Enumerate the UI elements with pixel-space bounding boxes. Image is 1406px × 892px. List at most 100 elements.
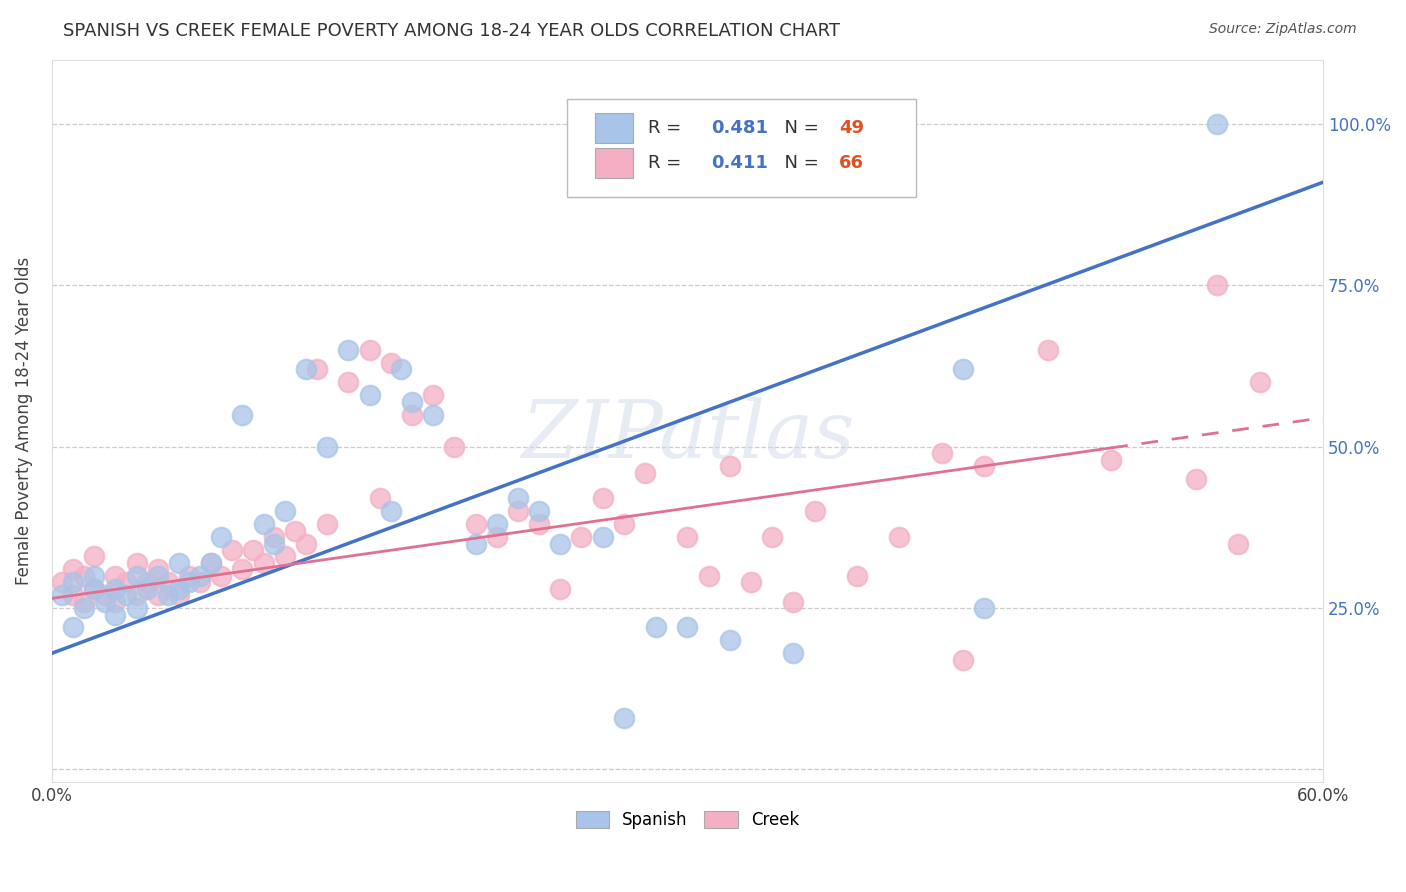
Point — [104, 607, 127, 622]
Text: 0.411: 0.411 — [711, 154, 769, 172]
Point — [209, 530, 232, 544]
Point — [676, 530, 699, 544]
Text: ZIPatlas: ZIPatlas — [520, 397, 855, 475]
Point — [253, 556, 276, 570]
Text: R =: R = — [648, 154, 693, 172]
Point — [72, 595, 94, 609]
Point — [263, 530, 285, 544]
Point — [83, 569, 105, 583]
Point — [380, 356, 402, 370]
Point — [464, 536, 486, 550]
Point — [1206, 117, 1229, 131]
Point — [644, 620, 666, 634]
Point — [104, 595, 127, 609]
Point — [889, 530, 911, 544]
Point — [952, 653, 974, 667]
Point — [284, 524, 307, 538]
Point — [274, 549, 297, 564]
Y-axis label: Female Poverty Among 18-24 Year Olds: Female Poverty Among 18-24 Year Olds — [15, 257, 32, 585]
Point — [136, 582, 159, 596]
Text: SPANISH VS CREEK FEMALE POVERTY AMONG 18-24 YEAR OLDS CORRELATION CHART: SPANISH VS CREEK FEMALE POVERTY AMONG 18… — [63, 22, 841, 40]
Point — [51, 588, 73, 602]
Point — [295, 536, 318, 550]
Point — [697, 569, 720, 583]
Point — [389, 362, 412, 376]
Point — [104, 582, 127, 596]
Point — [72, 601, 94, 615]
Point — [136, 575, 159, 590]
Point — [188, 575, 211, 590]
Point — [613, 117, 636, 131]
Point — [125, 588, 148, 602]
Point — [263, 536, 285, 550]
Point — [231, 562, 253, 576]
Point — [337, 343, 360, 357]
Point — [157, 575, 180, 590]
Point — [242, 543, 264, 558]
Point — [93, 595, 115, 609]
Point — [1185, 472, 1208, 486]
Point — [506, 504, 529, 518]
Point — [125, 569, 148, 583]
Point — [527, 517, 550, 532]
Point — [401, 394, 423, 409]
Point — [115, 588, 138, 602]
Point — [209, 569, 232, 583]
Point — [973, 601, 995, 615]
Point — [592, 530, 614, 544]
Point — [305, 362, 328, 376]
Point — [592, 491, 614, 506]
Point — [422, 388, 444, 402]
Point — [422, 408, 444, 422]
Text: 66: 66 — [839, 154, 863, 172]
Point — [550, 536, 572, 550]
FancyBboxPatch shape — [567, 99, 917, 197]
Point — [274, 504, 297, 518]
Point — [200, 556, 222, 570]
Point — [634, 466, 657, 480]
Point — [443, 440, 465, 454]
Bar — [595, 113, 633, 144]
Point — [125, 556, 148, 570]
Point — [62, 562, 84, 576]
Point — [72, 569, 94, 583]
Point — [740, 575, 762, 590]
Text: R =: R = — [648, 120, 693, 137]
Point — [1206, 278, 1229, 293]
Point — [1227, 536, 1250, 550]
Point — [718, 633, 741, 648]
Point — [337, 376, 360, 390]
Point — [316, 517, 339, 532]
Point — [231, 408, 253, 422]
Point — [146, 569, 169, 583]
Point — [485, 530, 508, 544]
Point — [200, 556, 222, 570]
Point — [359, 388, 381, 402]
Point — [506, 491, 529, 506]
Point — [401, 408, 423, 422]
Point — [527, 504, 550, 518]
Point — [167, 582, 190, 596]
Point — [221, 543, 243, 558]
Point — [167, 556, 190, 570]
Point — [146, 562, 169, 576]
Point — [62, 575, 84, 590]
Point — [761, 530, 783, 544]
Text: N =: N = — [773, 154, 824, 172]
Point — [952, 362, 974, 376]
Text: 49: 49 — [839, 120, 863, 137]
Point — [931, 446, 953, 460]
Point — [51, 575, 73, 590]
Point — [83, 549, 105, 564]
Point — [368, 491, 391, 506]
Point — [973, 459, 995, 474]
Point — [157, 588, 180, 602]
Point — [550, 582, 572, 596]
Point — [782, 646, 804, 660]
Point — [253, 517, 276, 532]
Text: N =: N = — [773, 120, 824, 137]
Point — [62, 620, 84, 634]
Point — [62, 588, 84, 602]
Point — [83, 582, 105, 596]
Point — [782, 595, 804, 609]
